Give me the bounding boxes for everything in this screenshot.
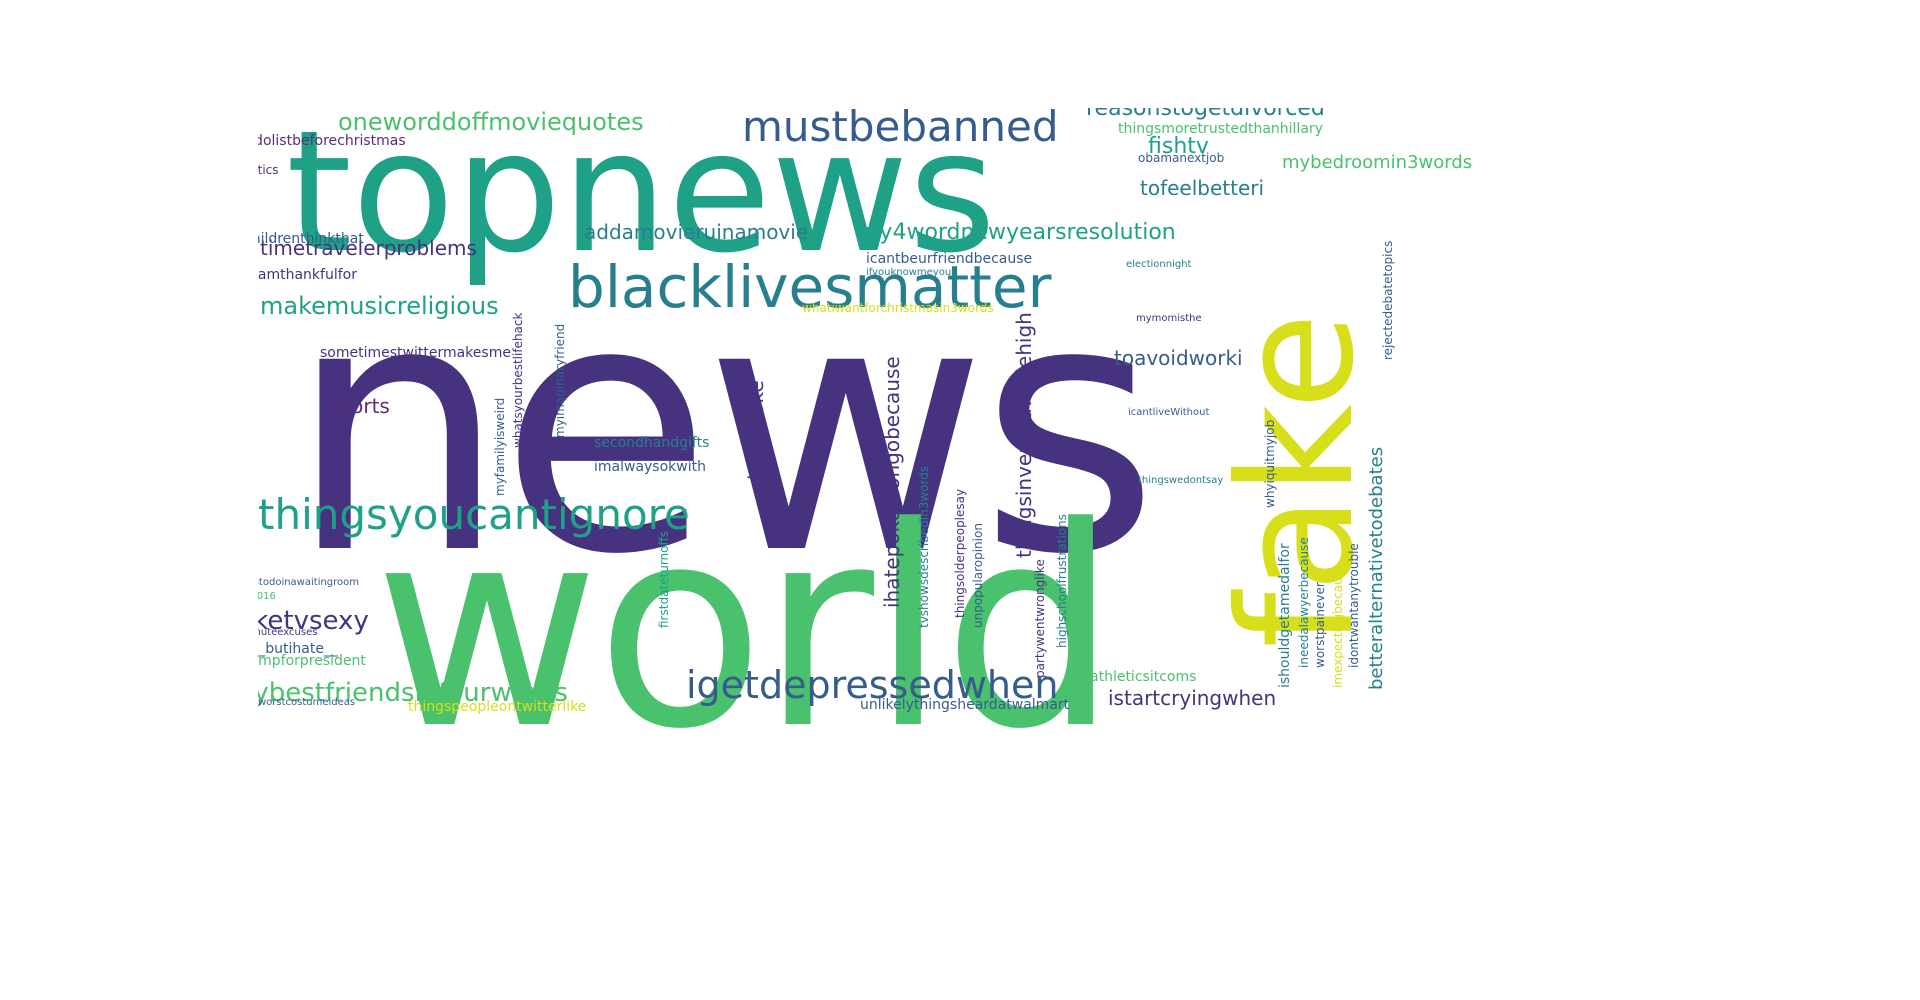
word: icantbeurfriendbecause <box>866 251 1033 267</box>
word: reasonstogetdivorced <box>1086 108 1325 121</box>
word: childrenthinkthat <box>258 231 364 247</box>
word: thingswedontsay <box>1138 475 1224 486</box>
word: todolistbeforechristmas <box>258 133 406 149</box>
word: thingspeopleontwitterlike <box>408 699 587 715</box>
word: topnews <box>286 108 997 290</box>
word: toavoidworki <box>1114 346 1243 370</box>
word-cloud: news world topnews fake blacklivesmatter… <box>258 108 1700 888</box>
word: mybestfriendsinfourwords <box>258 678 568 708</box>
word: imexpectingbecause <box>1331 563 1345 688</box>
word: maketvsexy <box>258 606 369 636</box>
word: iamthankfulfor <box>258 267 357 283</box>
word: idontwantanytrouble <box>1347 543 1361 668</box>
word: news <box>288 227 1159 630</box>
word: unlikelythingsheardatwalmart <box>860 697 1070 713</box>
word: whyiquitmyjob <box>1263 419 1277 508</box>
word: icantliveWithout <box>1128 407 1210 418</box>
word: istaywoke <box>744 380 768 480</box>
word: betteralternativetodebates <box>1366 446 1387 690</box>
word: fishtv <box>1148 134 1209 159</box>
word: rejectedebatetopics <box>1381 240 1395 360</box>
word: ilove__butihate__ <box>258 641 338 657</box>
word: ishouldgetamedalfor <box>1277 543 1293 688</box>
word: trump2016 <box>258 591 276 602</box>
word: myfamilyisweird <box>493 397 507 496</box>
word: ineedalawyerbecause <box>1297 537 1311 668</box>
word: sports <box>328 394 390 418</box>
word: highschoolfrustrations <box>1055 514 1069 648</box>
word: thingstodoinawaitingroom <box>258 577 360 588</box>
word: istartcryingwhen <box>1108 686 1277 710</box>
word: mybedroomin3words <box>1282 152 1473 173</box>
word: makemusicreligious <box>260 292 499 320</box>
word: blacklivesmatter <box>568 253 1052 321</box>
word: myimaginaryfriend <box>553 323 567 438</box>
word: secondhandgifts <box>594 435 710 451</box>
word: athleticsitcoms <box>1090 669 1197 685</box>
word: tofeelbetteri <box>1140 176 1265 200</box>
word: imalwaysokwith <box>594 459 706 475</box>
word: thingsmoretrustedthanhillary <box>1118 121 1323 137</box>
word: whatiwantforchristmasin3words <box>802 301 994 315</box>
word: timetravelerproblems <box>260 236 477 260</box>
word: world <box>374 469 1118 790</box>
word: sometimestwittermakesme <box>320 345 511 361</box>
word: partywentwronglike <box>1033 559 1047 678</box>
word: thingsyoucantignore <box>258 490 690 539</box>
word: thingsolderpeoplesay <box>953 488 967 618</box>
word: ifyouknowmeyou <box>866 267 952 278</box>
word: obamanextjob <box>1138 151 1225 165</box>
word: thingsinventedwhilehigh <box>1012 312 1036 558</box>
word: mustbebanned <box>742 108 1059 151</box>
word: lastminuteexcuses <box>258 627 318 638</box>
word: igetdepressedwhen <box>686 663 1059 707</box>
word: worstcostumeideas <box>258 697 356 708</box>
word: worstpainever <box>1313 582 1327 668</box>
word: ihatepokemongobecause <box>880 356 904 608</box>
word: oneworddoffmoviequotes <box>338 108 644 136</box>
word: whatsyourbestlifehack <box>511 312 525 448</box>
word: tvshowsdescribedin3words <box>917 465 931 628</box>
word: mymomisthe <box>1136 313 1202 324</box>
word: unpopularopinion <box>971 523 985 628</box>
word: my4wordnewyearsresolution <box>858 220 1176 245</box>
word: trumpforpresident <box>258 653 366 669</box>
word: politics <box>258 163 279 177</box>
word: addamovieruinamovie <box>584 220 809 244</box>
word: firstdateturnoffs <box>657 530 671 628</box>
word: electionnight <box>1126 259 1192 270</box>
